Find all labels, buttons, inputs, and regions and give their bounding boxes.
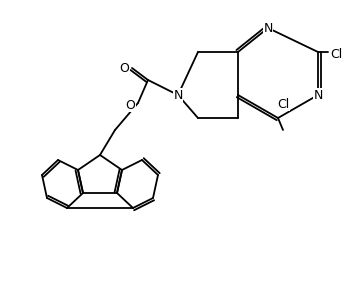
Text: O: O (125, 99, 135, 112)
Text: Cl: Cl (330, 47, 342, 60)
Text: N: N (313, 89, 323, 101)
Text: N: N (263, 22, 273, 34)
Text: O: O (119, 62, 129, 74)
Text: Cl: Cl (277, 97, 289, 110)
Text: N: N (173, 89, 183, 101)
